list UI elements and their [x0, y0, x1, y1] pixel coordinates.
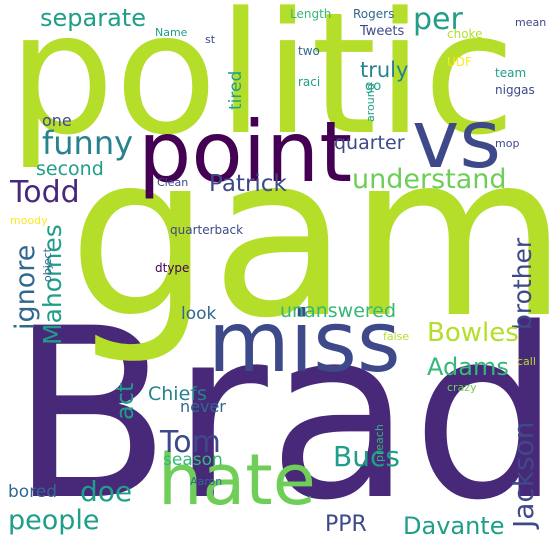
word-mahomes: Mahomes: [38, 224, 67, 345]
word-choke: choke: [447, 27, 483, 41]
word-crazy: crazy: [447, 381, 477, 394]
word-ignore: ignore: [10, 244, 41, 330]
word-object: object: [41, 248, 54, 282]
word-never: never: [180, 397, 226, 416]
word-two: two: [298, 44, 320, 58]
word-adams: Adams: [427, 353, 509, 381]
word-length: Length: [290, 7, 332, 21]
word-vs: vs: [412, 93, 502, 186]
word-call: call: [517, 355, 536, 368]
word-clean: Clean: [157, 176, 189, 189]
word-one: one: [42, 111, 72, 130]
word-game: game: [68, 106, 557, 368]
word-brother: brother: [508, 237, 537, 330]
word-mop: mop: [495, 137, 520, 150]
word-tom: Tom: [160, 425, 221, 460]
word-todd: Todd: [10, 175, 80, 210]
word-people: people: [8, 505, 100, 536]
word-st: st: [205, 33, 216, 46]
word-bucs: Bucs: [333, 440, 400, 473]
word-unanswered: unanswered: [280, 300, 397, 322]
word-bowles: Bowles: [427, 318, 519, 348]
word-preach: preach: [373, 424, 386, 462]
word-niggas: niggas: [495, 83, 535, 97]
word-per: per: [413, 2, 463, 37]
word-udf: UDF: [447, 55, 472, 69]
word-bored: bored: [8, 482, 58, 502]
word-politic: politic: [8, 0, 516, 172]
word-look: look: [181, 304, 217, 324]
word-name: Name: [155, 26, 188, 39]
word-funny: funny: [42, 124, 134, 162]
word-chiefs: Chiefs: [148, 383, 207, 405]
word-brady: Brady: [10, 279, 557, 552]
word-team: team: [495, 66, 527, 80]
word-act: act: [111, 382, 139, 420]
word-miss: miss: [208, 293, 401, 391]
word-patrick: Patrick: [209, 171, 287, 197]
word-davante: Davante: [403, 512, 505, 540]
word-rogers: Rogers: [353, 7, 395, 21]
word-quarter: quarter: [334, 132, 405, 154]
word-season: season: [163, 450, 223, 470]
word-dtype: dtype: [155, 261, 190, 275]
word-false: false: [383, 330, 410, 343]
word-go: go: [365, 79, 382, 94]
word-around: around: [364, 83, 377, 122]
word-moody: moody: [10, 214, 48, 227]
word-quarterback: quarterback: [170, 223, 244, 237]
word-raci: raci: [298, 75, 321, 89]
word-truly: truly: [360, 58, 409, 82]
word-ppr: PPR: [325, 512, 367, 537]
word-hate: hate: [158, 439, 316, 521]
word-tired: tired: [226, 70, 246, 110]
word-aaron: Aaron: [190, 475, 223, 488]
word-point: point: [138, 103, 353, 201]
word-mean: mean: [515, 16, 547, 29]
word-second: second: [36, 158, 104, 180]
word-understand: understand: [352, 164, 507, 195]
word-separate: separate: [40, 4, 146, 32]
word-doe: doe: [80, 475, 133, 508]
word-jackson: Jackson: [507, 421, 540, 529]
word-tweets: Tweets: [360, 24, 405, 39]
